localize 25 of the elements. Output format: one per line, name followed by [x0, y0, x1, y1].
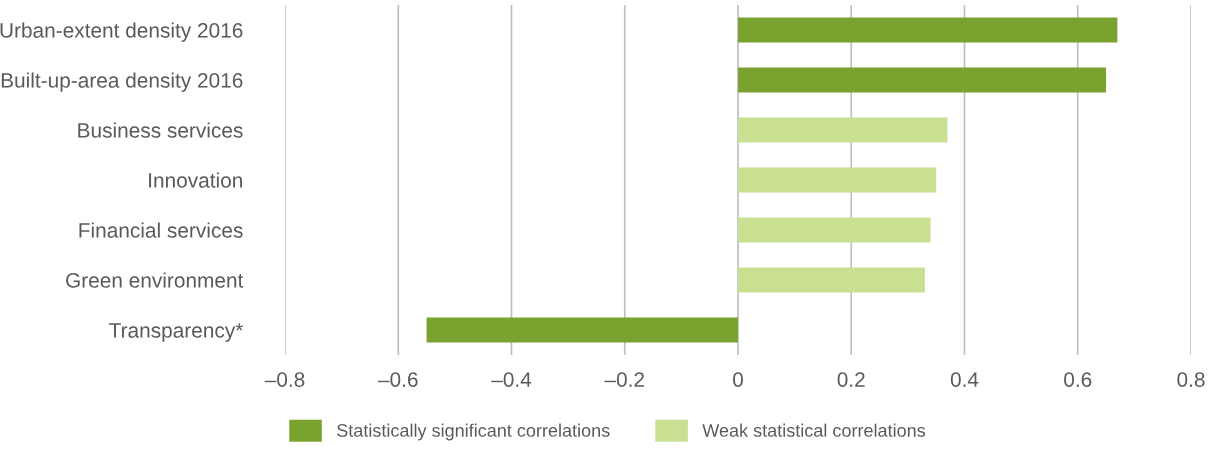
x-tick-label: 0.6	[1064, 372, 1092, 387]
x-tick-label: –0.4	[491, 372, 532, 387]
y-tick-label: Built-up-area density 2016	[1, 72, 243, 92]
bar	[738, 17, 1118, 43]
bar	[738, 217, 931, 243]
bar	[426, 317, 738, 343]
x-tick-label: 0.4	[950, 372, 979, 387]
y-tick-label: Green environment	[66, 272, 244, 288]
bar	[738, 267, 925, 293]
x-tick-label: 0.2	[837, 372, 865, 387]
legend-label: Statistically significant correlations	[337, 423, 610, 441]
legend-label: Weak statistical correlations	[702, 423, 926, 437]
x-tick-label: 0	[733, 372, 743, 387]
y-tick-label: Business services	[78, 122, 243, 138]
x-tick-label: –0.2	[604, 372, 644, 387]
y-tick-label: Innovation	[149, 172, 242, 188]
bar	[738, 117, 948, 143]
x-tick-label: –0.8	[264, 372, 305, 387]
x-tick-label: –0.6	[377, 372, 418, 387]
y-tick-label: Transparency*	[109, 323, 244, 342]
bar	[738, 67, 1107, 93]
y-tick-label: Financial services	[79, 222, 243, 238]
x-tick-label: 0.8	[1177, 372, 1205, 387]
bar	[738, 167, 937, 193]
y-tick-label: Urban-extent density 2016	[0, 22, 243, 42]
